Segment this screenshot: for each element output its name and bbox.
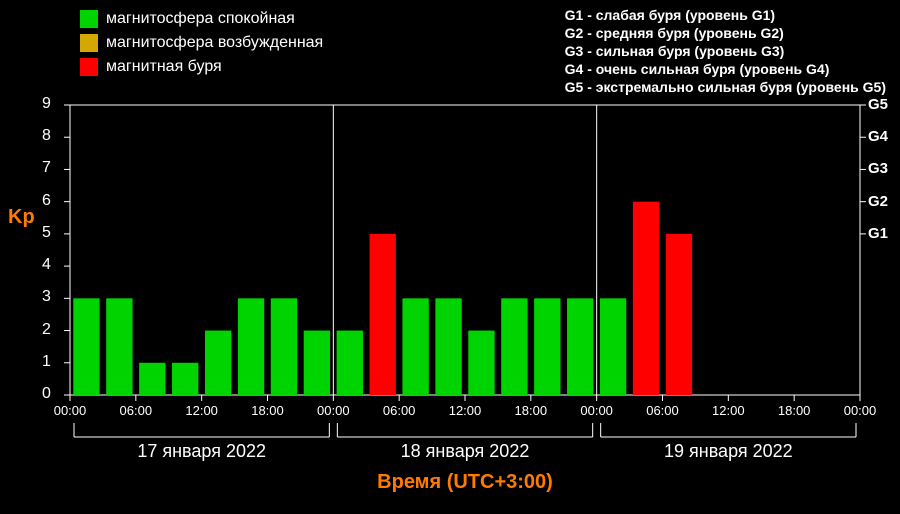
y-tick-label: 4 <box>42 256 51 274</box>
y-tick-label: 9 <box>42 95 51 113</box>
x-tick-label: 18:00 <box>251 403 284 418</box>
x-tick-label: 18:00 <box>515 403 548 418</box>
x-tick-label: 12:00 <box>185 403 218 418</box>
x-axis-title: Время (UTC+3:00) <box>377 471 553 494</box>
g-scale-label: G1 <box>868 225 888 242</box>
x-tick-label: 06:00 <box>383 403 416 418</box>
x-tick-label: 00:00 <box>580 403 613 418</box>
date-range-label: 17 января 2022 <box>137 441 266 462</box>
x-tick-label: 12:00 <box>712 403 745 418</box>
g-scale-label: G2 <box>868 193 888 210</box>
x-tick-label: 06:00 <box>120 403 153 418</box>
x-tick-label: 00:00 <box>54 403 87 418</box>
y-tick-label: 7 <box>42 159 51 177</box>
g-scale-label: G3 <box>868 160 888 177</box>
y-tick-label: 0 <box>42 385 51 403</box>
y-tick-label: 2 <box>42 321 51 339</box>
x-tick-label: 06:00 <box>646 403 679 418</box>
g-scale-label: G5 <box>868 96 888 113</box>
x-tick-label: 00:00 <box>844 403 877 418</box>
plot-svg <box>0 0 900 514</box>
y-tick-label: 6 <box>42 192 51 210</box>
y-tick-label: 8 <box>42 127 51 145</box>
y-tick-label: 3 <box>42 288 51 306</box>
x-tick-label: 12:00 <box>449 403 482 418</box>
x-tick-label: 18:00 <box>778 403 811 418</box>
g-scale-label: G4 <box>868 128 888 145</box>
y-tick-label: 5 <box>42 224 51 242</box>
y-tick-label: 1 <box>42 353 51 371</box>
x-tick-label: 00:00 <box>317 403 350 418</box>
chart-root: магнитосфера спокойная магнитосфера возб… <box>0 0 900 514</box>
date-range-label: 18 января 2022 <box>401 441 530 462</box>
date-range-label: 19 января 2022 <box>664 441 793 462</box>
